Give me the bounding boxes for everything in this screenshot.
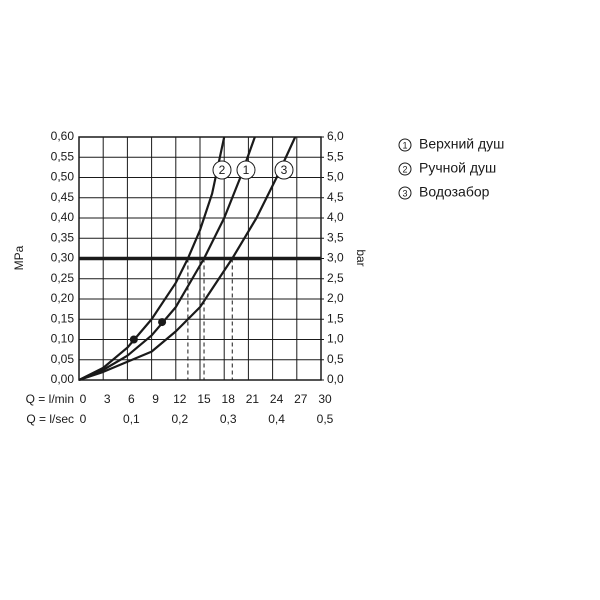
x2-tick-label: 0,1 xyxy=(123,412,140,426)
y2-tick-label: 5,0 xyxy=(327,170,344,184)
x2-tick-label: 0,4 xyxy=(268,412,285,426)
x2-axis-label: Q = l/sec xyxy=(26,412,74,426)
series-line xyxy=(78,136,226,381)
y-tick-label: 0,55 xyxy=(51,149,75,163)
legend-number: 2 xyxy=(402,164,407,174)
legend-label: Верхний душ xyxy=(419,136,504,152)
x-tick-label: 12 xyxy=(173,392,187,406)
y2-tick-label: 2,0 xyxy=(327,291,344,305)
legend-label: Водозабор xyxy=(419,184,490,200)
x-tick-label: 27 xyxy=(294,392,308,406)
x2-tick-label: 0,5 xyxy=(317,412,334,426)
y2-tick-label: 1,0 xyxy=(327,332,344,346)
y2-tick-label: 0,5 xyxy=(327,352,344,366)
y-tick-label: 0,25 xyxy=(51,271,75,285)
y-tick-label: 0,00 xyxy=(51,372,75,386)
legend-number: 1 xyxy=(402,140,407,150)
point xyxy=(158,318,167,327)
y2-tick-label: 2,5 xyxy=(327,271,344,285)
x-tick-label: 21 xyxy=(246,392,260,406)
x-tick-label: 0 xyxy=(80,392,87,406)
y-tick-label: 0,60 xyxy=(51,129,75,143)
y-tick-label: 0,15 xyxy=(51,311,75,325)
x-tick-label: 9 xyxy=(152,392,159,406)
y2-tick-label: 6,0 xyxy=(327,129,344,143)
curve-label-circle xyxy=(212,160,232,180)
series-line xyxy=(78,136,256,382)
y-tick-label: 0,45 xyxy=(51,190,75,204)
legend-label: Ручной душ xyxy=(419,160,496,176)
curve-label-circle xyxy=(274,160,294,180)
curve-label-circle xyxy=(236,160,256,180)
y2-tick-label: 0,0 xyxy=(327,372,344,386)
legend-circle xyxy=(398,138,412,152)
x2-tick-label: 0,2 xyxy=(171,412,188,426)
y2-tick-label: 3,5 xyxy=(327,230,344,244)
y2-tick-label: 4,5 xyxy=(327,190,344,204)
x-tick-label: 24 xyxy=(270,392,284,406)
x-axis-label: Q = l/min xyxy=(26,392,74,406)
x2-tick-label: 0 xyxy=(80,412,87,426)
y-tick-label: 0,05 xyxy=(51,352,75,366)
y2-tick-label: 3,0 xyxy=(327,251,344,265)
y2-tick-label: 5,5 xyxy=(327,149,344,163)
y-tick-label: 0,10 xyxy=(51,332,75,346)
y2-axis-label: bar xyxy=(354,249,368,266)
curve-label: 3 xyxy=(281,163,288,177)
legend-number: 3 xyxy=(402,188,407,198)
y-tick-label: 0,35 xyxy=(51,230,75,244)
curve-label: 1 xyxy=(243,163,250,177)
y-tick-label: 0,30 xyxy=(51,251,75,265)
y-tick-label: 0,50 xyxy=(51,170,75,184)
x-tick-label: 30 xyxy=(318,392,332,406)
legend-circle xyxy=(398,162,412,176)
curve-label: 2 xyxy=(219,163,226,177)
point xyxy=(129,335,138,344)
y-axis-label: MPa xyxy=(12,245,26,270)
x-tick-label: 6 xyxy=(128,392,135,406)
legend-circle xyxy=(398,186,412,200)
y-tick-label: 0,20 xyxy=(51,291,75,305)
y2-tick-label: 4,0 xyxy=(327,210,344,224)
y-tick-label: 0,40 xyxy=(51,210,75,224)
x-tick-label: 3 xyxy=(104,392,111,406)
x-tick-label: 18 xyxy=(222,392,236,406)
series-line xyxy=(78,136,297,382)
x-tick-label: 15 xyxy=(197,392,211,406)
x2-tick-label: 0,3 xyxy=(220,412,237,426)
y2-tick-label: 1,5 xyxy=(327,311,344,325)
